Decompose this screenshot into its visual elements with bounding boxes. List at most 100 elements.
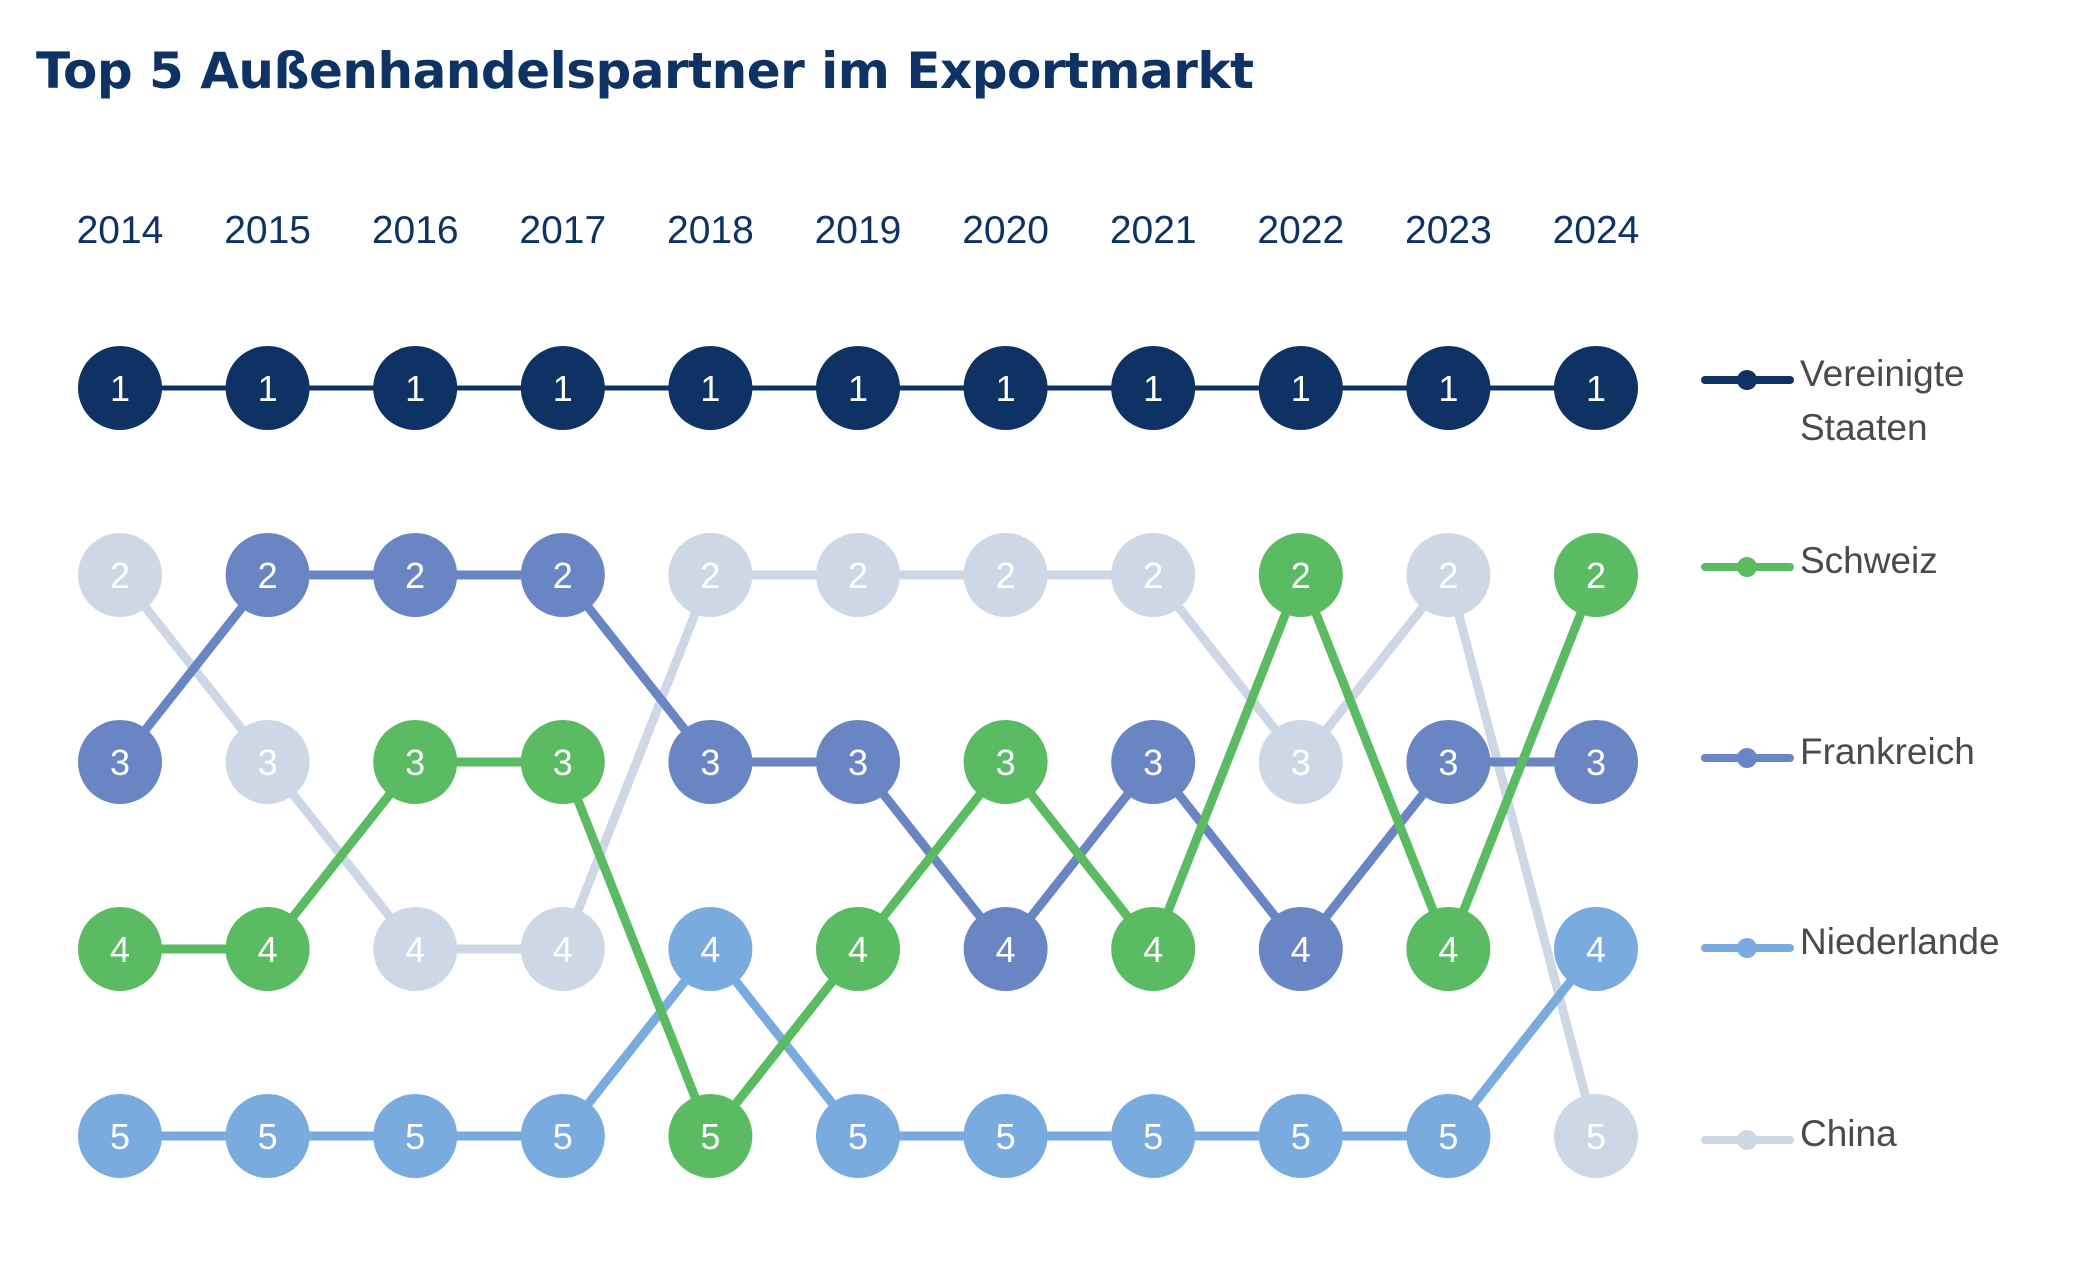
rank-node-label: 4 <box>258 929 278 970</box>
rank-node-circle <box>1554 533 1638 617</box>
rank-node-label: 4 <box>1438 929 1458 970</box>
rank-node-frankreich-2018: 3 <box>668 720 753 804</box>
rank-node-label: 1 <box>1291 368 1311 409</box>
rank-node-vereinigte-staaten-2017: 1 <box>520 346 605 430</box>
rank-node-vereinigte-staaten-2020: 1 <box>963 346 1048 430</box>
rank-node-vereinigte-staaten-2024: 1 <box>1554 346 1638 430</box>
rank-node-schweiz-2021: 4 <box>1111 907 1196 991</box>
rank-node-circle <box>1258 720 1343 804</box>
rank-node-circle <box>225 720 310 804</box>
rank-node-label: 1 <box>848 368 868 409</box>
rank-node-china-2022: 3 <box>1258 720 1343 804</box>
legend-swatch-dot <box>1737 748 1757 768</box>
year-label-2017: 2017 <box>519 209 606 252</box>
rank-node-label: 2 <box>1586 555 1606 596</box>
rank-node-circle <box>1554 907 1638 991</box>
rank-node-label: 4 <box>405 929 425 970</box>
legend-label-frankreich: Frankreich <box>1800 731 1975 772</box>
legend-swatch-dot <box>1737 557 1757 577</box>
chart-title: Top 5 Außenhandelspartner im Exportmarkt <box>36 42 1254 100</box>
legend-item-china: China <box>1701 1113 1897 1154</box>
rank-node-label: 2 <box>1291 555 1311 596</box>
rank-node-niederlande-2015: 5 <box>225 1094 310 1178</box>
rank-node-circle <box>520 720 605 804</box>
rank-node-circle <box>1258 533 1343 617</box>
rank-node-frankreich-2017: 2 <box>520 533 605 617</box>
legend-label-china: China <box>1800 1113 1897 1154</box>
rank-node-label: 4 <box>1291 929 1311 970</box>
legend-item-niederlande: Niederlande <box>1701 921 2000 962</box>
legend-item-schweiz: Schweiz <box>1701 540 1938 581</box>
rank-node-china-2024: 5 <box>1554 1094 1638 1178</box>
rank-node-circle <box>1406 720 1491 804</box>
rank-node-circle <box>373 346 458 430</box>
year-label-2021: 2021 <box>1110 209 1197 252</box>
rank-node-label: 4 <box>553 929 573 970</box>
rank-node-niederlande-2020: 5 <box>963 1094 1048 1178</box>
rank-node-niederlande-2016: 5 <box>373 1094 458 1178</box>
legend-item-frankreich: Frankreich <box>1701 731 1975 772</box>
rank-node-circle <box>668 1094 753 1178</box>
rank-node-circle <box>373 1094 458 1178</box>
rank-node-circle <box>1111 1094 1196 1178</box>
year-axis: 2014 2015 2016 2017 2018 2019 2020 2021 2022 2023… <box>77 209 1640 252</box>
rank-node-circle <box>668 720 753 804</box>
rank-node-niederlande-2019: 5 <box>816 1094 900 1178</box>
rank-node-circle <box>1111 533 1196 617</box>
rank-node-label: 3 <box>110 742 130 783</box>
legend-label-niederlande: Niederlande <box>1800 921 2000 962</box>
rank-node-schweiz-2024: 2 <box>1554 533 1638 617</box>
rank-node-circle <box>1111 907 1196 991</box>
rank-node-label: 4 <box>1143 929 1163 970</box>
rank-node-label: 5 <box>405 1116 425 1157</box>
rank-node-label: 5 <box>1143 1116 1163 1157</box>
rank-node-circle <box>520 907 605 991</box>
rank-node-label: 3 <box>258 742 278 783</box>
rank-node-circle <box>1554 720 1638 804</box>
year-label-2019: 2019 <box>815 209 902 252</box>
rank-node-label: 1 <box>700 368 720 409</box>
rank-node-circle <box>78 1094 162 1178</box>
rank-node-schweiz-2020: 3 <box>963 720 1048 804</box>
legend: Vereinigte Staaten Schweiz Frankreich Nieder… <box>1701 353 2000 1154</box>
rank-node-niederlande-2017: 5 <box>520 1094 605 1178</box>
rank-node-label: 2 <box>700 555 720 596</box>
rank-node-circle <box>816 346 900 430</box>
rank-node-circle <box>225 346 310 430</box>
rank-node-label: 1 <box>405 368 425 409</box>
rank-node-circle <box>78 720 162 804</box>
year-label-2023: 2023 <box>1405 209 1492 252</box>
rank-node-label: 2 <box>110 555 130 596</box>
rank-node-niederlande-2022: 5 <box>1258 1094 1343 1178</box>
rank-node-label: 2 <box>1143 555 1163 596</box>
year-label-2024: 2024 <box>1553 209 1640 252</box>
legend-label-vereinigte-staaten-2: Staaten <box>1800 407 1928 448</box>
rank-node-label: 4 <box>110 929 130 970</box>
rank-node-label: 5 <box>258 1116 278 1157</box>
rank-node-label: 3 <box>1438 742 1458 783</box>
rank-node-circle <box>78 533 162 617</box>
rank-node-vereinigte-staaten-2022: 1 <box>1258 346 1343 430</box>
rank-node-schweiz-2019: 4 <box>816 907 900 991</box>
rank-node-circle <box>373 533 458 617</box>
rank-node-schweiz-2018: 5 <box>668 1094 753 1178</box>
rank-node-label: 2 <box>996 555 1016 596</box>
rank-node-china-2016: 4 <box>373 907 458 991</box>
rank-node-circle <box>78 907 162 991</box>
year-label-2015: 2015 <box>224 209 311 252</box>
rank-node-circle <box>1406 1094 1491 1178</box>
rank-node-schweiz-2022: 2 <box>1258 533 1343 617</box>
rank-node-label: 4 <box>1586 929 1606 970</box>
rank-node-label: 5 <box>996 1116 1016 1157</box>
rank-node-china-2021: 2 <box>1111 533 1196 617</box>
rank-node-schweiz-2015: 4 <box>225 907 310 991</box>
rank-node-circle <box>1258 346 1343 430</box>
rank-node-label: 4 <box>996 929 1016 970</box>
rank-node-vereinigte-staaten-2023: 1 <box>1406 346 1491 430</box>
rank-node-frankreich-2015: 2 <box>225 533 310 617</box>
rank-node-niederlande-2014: 5 <box>78 1094 162 1178</box>
rank-node-label: 5 <box>700 1116 720 1157</box>
rank-node-label: 2 <box>553 555 573 596</box>
rank-node-label: 2 <box>848 555 868 596</box>
